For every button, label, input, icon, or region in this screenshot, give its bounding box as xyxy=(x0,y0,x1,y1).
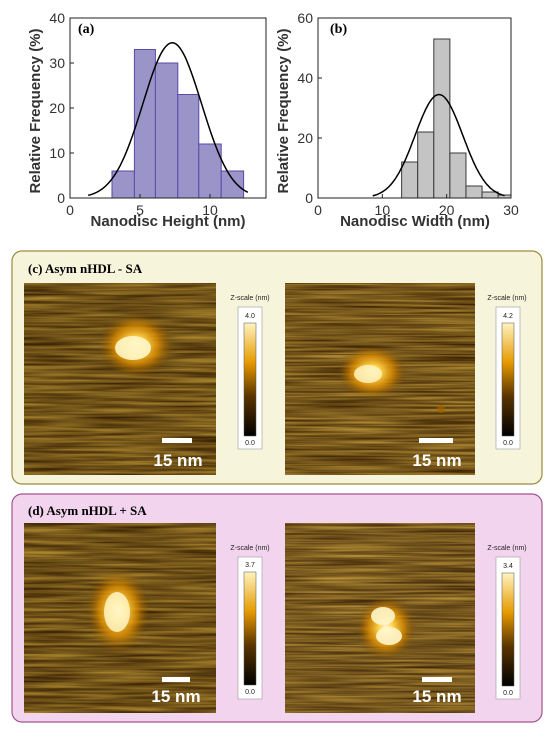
afm-image-d1 xyxy=(24,523,216,713)
histogram-bar xyxy=(177,94,200,199)
chart-a-ylabel: Relative Frequency (%) xyxy=(27,28,44,193)
chart-b-marks xyxy=(372,38,512,199)
colorbar-c2: Z-scale (nm) 4.2 0.0 xyxy=(487,295,527,450)
histogram-bar xyxy=(433,38,451,199)
histogram-bar xyxy=(417,131,435,199)
zscale-title-d2: Z-scale (nm) xyxy=(487,545,526,552)
x-tick-label: 0 xyxy=(314,202,322,218)
y-tick-label: 20 xyxy=(297,130,313,146)
x-tick-label: 30 xyxy=(503,202,519,218)
gaussian-fit-line xyxy=(87,42,249,197)
scale-label-c2: 15 nm xyxy=(412,451,461,470)
histogram-bar xyxy=(465,185,483,199)
chart-b-ylabel: Relative Frequency (%) xyxy=(275,28,292,193)
zscale-title-c2: Z-scale (nm) xyxy=(487,295,526,302)
panel-label-b: (b) xyxy=(330,22,347,37)
zmin-d2: 0.0 xyxy=(503,690,513,697)
scale-bar-d2 xyxy=(422,677,452,682)
histogram-bar xyxy=(449,152,467,199)
chart-b: (b) 0 10 20 30 0 20 40 60 Nanodisc Width (nm) R… xyxy=(275,10,519,230)
histogram-bar xyxy=(133,49,156,199)
panel-c: (c) Asym nHDL - SA 15 nm Z-scale (nm) 4.… xyxy=(11,250,543,485)
zmax-c2: 4.2 xyxy=(503,313,513,320)
y-tick-label: 30 xyxy=(49,55,65,71)
y-tick-label: 10 xyxy=(49,145,65,161)
zscale-title-c1: Z-scale (nm) xyxy=(230,295,269,302)
scale-bar-c2 xyxy=(419,438,453,443)
y-tick-label: 0 xyxy=(57,190,65,206)
chart-a: (a) 0 5 10 0 10 20 30 40 Nanodisc Height (nm) R… xyxy=(27,10,267,230)
histogram-bar xyxy=(481,191,499,199)
chart-b-xlabel: Nanodisc Width (nm) xyxy=(340,213,490,230)
colorbar-d2: Z-scale (nm) 3.4 0.0 xyxy=(487,545,527,700)
afm-image-d2 xyxy=(285,523,475,713)
zmax-d2: 3.4 xyxy=(503,563,513,570)
x-tick-label: 10 xyxy=(375,202,391,218)
afm-image-c1 xyxy=(24,283,216,475)
afm-image-c2 xyxy=(285,283,475,475)
y-tick-label: 40 xyxy=(297,70,313,86)
panel-d-title: (d) Asym nHDL + SA xyxy=(28,503,147,518)
chart-a-marks xyxy=(87,42,249,199)
histogram-bar xyxy=(220,170,245,199)
y-tick-label: 40 xyxy=(49,10,65,26)
zmin-c1: 0.0 xyxy=(245,440,255,447)
colorbar-d1: Z-scale (nm) 3.7 0.0 xyxy=(230,545,270,700)
gaussian-fit-line xyxy=(372,93,505,197)
x-tick-label: 5 xyxy=(136,202,144,218)
scale-label-d2: 15 nm xyxy=(412,687,461,706)
scale-bar-c1 xyxy=(162,438,192,443)
y-tick-label: 20 xyxy=(49,100,65,116)
zmax-c1: 4.0 xyxy=(245,313,255,320)
scale-label-c1: 15 nm xyxy=(153,451,202,470)
x-tick-label: 0 xyxy=(66,202,74,218)
histogram-bar xyxy=(401,161,419,199)
zmax-d1: 3.7 xyxy=(245,562,255,569)
chart-a-axes: 0 5 10 0 10 20 30 40 xyxy=(49,10,267,218)
panel-c-title: (c) Asym nHDL - SA xyxy=(28,261,143,276)
histogram-bar xyxy=(154,62,179,199)
plot-frame xyxy=(317,17,512,199)
chart-b-axes: 0 10 20 30 0 20 40 60 xyxy=(297,10,519,218)
x-tick-label: 10 xyxy=(202,202,218,218)
x-tick-label: 20 xyxy=(439,202,455,218)
scale-label-d1: 15 nm xyxy=(151,687,200,706)
zmin-d1: 0.0 xyxy=(245,689,255,696)
chart-a-xlabel: Nanodisc Height (nm) xyxy=(90,213,245,230)
scale-bar-d1 xyxy=(162,677,190,682)
colorbar-c1: Z-scale (nm) 4.0 0.0 xyxy=(230,295,270,450)
y-tick-label: 60 xyxy=(297,10,313,26)
zmin-c2: 0.0 xyxy=(503,440,513,447)
panel-label-a: (a) xyxy=(78,22,95,37)
panel-d: (d) Asym nHDL + SA 15 nm Z-scale (nm) 3.… xyxy=(11,493,543,723)
zscale-title-d1: Z-scale (nm) xyxy=(230,545,269,552)
y-tick-label: 0 xyxy=(305,190,313,206)
